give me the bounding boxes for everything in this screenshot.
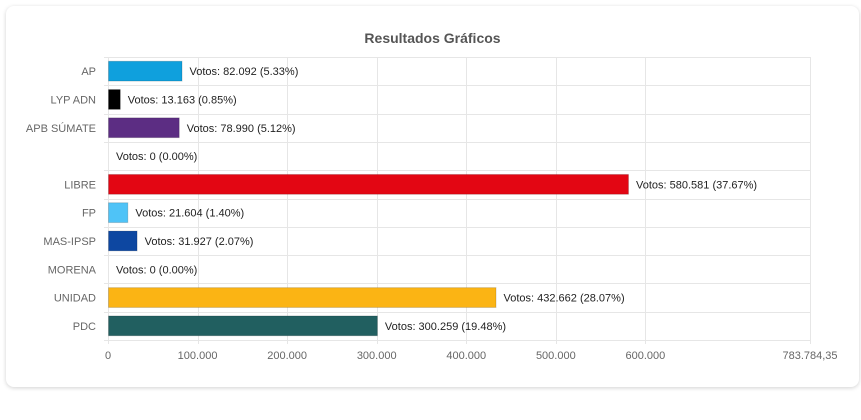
category-label: APB SÚMATE — [26, 122, 96, 135]
bar[interactable] — [108, 202, 129, 224]
data-label: Votos: 580.581 (37.67%) — [636, 179, 757, 191]
x-tick-label: 600.000 — [626, 350, 666, 362]
bar[interactable] — [108, 315, 378, 337]
data-label: Votos: 31.927 (2.07%) — [145, 236, 254, 248]
category-label: LYP ADN — [51, 94, 97, 106]
x-tick-label: 300.000 — [357, 350, 397, 362]
bar[interactable] — [108, 89, 121, 110]
bar[interactable] — [108, 173, 629, 195]
bar[interactable] — [108, 230, 138, 252]
category-label: AP — [81, 66, 96, 78]
x-tick-label: 100.000 — [178, 350, 218, 362]
category-label: MAS-IPSP — [43, 236, 96, 248]
category-label: PDC — [73, 321, 96, 333]
bar[interactable] — [108, 117, 180, 139]
x-tick-label: 200.000 — [267, 350, 307, 362]
data-label: Votos: 13.163 (0.85%) — [128, 94, 237, 106]
x-tick-label: 400.000 — [446, 350, 486, 362]
data-label: Votos: 0 (0.00%) — [116, 264, 197, 276]
category-label: LIBRE — [64, 179, 96, 191]
x-tick-label: 783.784,35 — [782, 350, 837, 362]
bar[interactable] — [108, 287, 497, 308]
x-tick-label: 0 — [105, 350, 111, 362]
bar[interactable] — [108, 60, 183, 82]
data-label: Votos: 300.259 (19.48%) — [385, 321, 506, 333]
data-label: Votos: 0 (0.00%) — [116, 151, 197, 163]
data-label: Votos: 78.990 (5.12%) — [187, 123, 296, 135]
chart-title: Resultados Gráficos — [364, 30, 501, 46]
data-label: Votos: 21.604 (1.40%) — [135, 208, 244, 220]
data-label: Votos: 82.092 (5.33%) — [190, 66, 299, 78]
x-tick-label: 500.000 — [536, 350, 576, 362]
category-label: UNIDAD — [54, 293, 96, 305]
data-label: Votos: 432.662 (28.07%) — [504, 293, 625, 305]
category-label: MORENA — [48, 264, 97, 276]
category-label: FP — [82, 208, 96, 220]
